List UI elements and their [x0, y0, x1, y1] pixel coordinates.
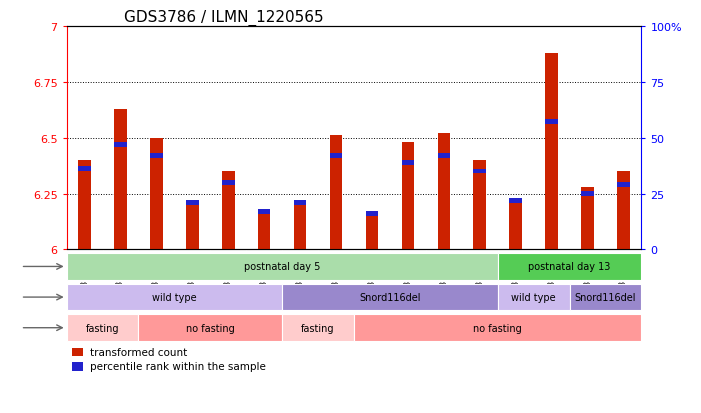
Bar	[79, 161, 91, 250]
Bar	[402, 143, 414, 250]
Text: GSM374095: GSM374095	[440, 251, 449, 306]
Text: postnatal day 5: postnatal day 5	[244, 262, 320, 272]
Text: GSM374097: GSM374097	[475, 251, 484, 306]
Bar	[545, 120, 558, 125]
Bar	[114, 109, 127, 250]
Bar	[294, 200, 306, 205]
Text: GSM374098: GSM374098	[511, 251, 520, 306]
Text: no fasting: no fasting	[186, 323, 235, 333]
Text: GSM374100: GSM374100	[547, 251, 556, 306]
Text: GSM374089: GSM374089	[296, 251, 305, 306]
Bar	[283, 284, 498, 311]
Text: GSM374101: GSM374101	[619, 251, 628, 306]
Bar	[437, 154, 450, 159]
Bar	[222, 172, 235, 250]
Bar	[283, 315, 354, 341]
Bar	[258, 209, 271, 214]
Text: GSM374093: GSM374093	[332, 251, 341, 306]
Bar	[329, 136, 342, 250]
Bar	[366, 211, 379, 216]
Bar	[437, 134, 450, 250]
Bar	[258, 212, 271, 250]
Text: fasting: fasting	[301, 323, 335, 333]
Bar	[510, 198, 522, 203]
Bar	[138, 315, 283, 341]
Bar	[67, 284, 283, 311]
Bar	[294, 203, 306, 250]
Bar	[222, 180, 235, 185]
Bar	[473, 169, 486, 174]
Bar	[545, 54, 558, 250]
Bar	[366, 214, 379, 250]
Bar	[150, 154, 163, 159]
Bar	[186, 203, 198, 250]
Text: GSM374096: GSM374096	[259, 251, 268, 306]
Text: wild type: wild type	[152, 292, 197, 302]
Text: percentile rank within the sample: percentile rank within the sample	[90, 361, 266, 372]
Text: fasting: fasting	[86, 323, 119, 333]
Bar	[114, 142, 127, 147]
Bar	[72, 348, 83, 356]
Bar	[186, 200, 198, 205]
Bar	[581, 188, 594, 250]
Text: GSM374087: GSM374087	[367, 251, 376, 306]
Text: GDS3786 / ILMN_1220565: GDS3786 / ILMN_1220565	[124, 9, 324, 26]
Text: Snord116del: Snord116del	[575, 292, 637, 302]
Text: wild type: wild type	[511, 292, 556, 302]
Bar	[402, 160, 414, 165]
Bar	[72, 362, 83, 371]
Text: GSM374099: GSM374099	[583, 251, 592, 306]
Bar	[510, 201, 522, 250]
Bar	[79, 167, 91, 172]
Text: transformed count: transformed count	[90, 347, 187, 357]
Text: no fasting: no fasting	[473, 323, 522, 333]
Text: GSM374086: GSM374086	[152, 251, 161, 306]
Bar	[354, 315, 641, 341]
Bar	[617, 183, 629, 188]
Text: Snord116del: Snord116del	[359, 292, 421, 302]
Bar	[498, 254, 641, 280]
Text: postnatal day 13: postnatal day 13	[529, 262, 611, 272]
Text: GSM374090: GSM374090	[188, 251, 197, 306]
Bar	[329, 154, 342, 159]
Bar	[473, 161, 486, 250]
Bar	[617, 172, 629, 250]
Bar	[569, 284, 641, 311]
Bar	[581, 192, 594, 196]
Bar	[150, 138, 163, 250]
Bar	[67, 254, 498, 280]
Text: GSM374091: GSM374091	[403, 251, 412, 306]
Text: GSM374088: GSM374088	[80, 251, 89, 306]
Text: GSM374094: GSM374094	[224, 251, 233, 306]
Bar	[498, 284, 569, 311]
Bar	[67, 315, 138, 341]
Text: GSM374092: GSM374092	[116, 251, 125, 306]
